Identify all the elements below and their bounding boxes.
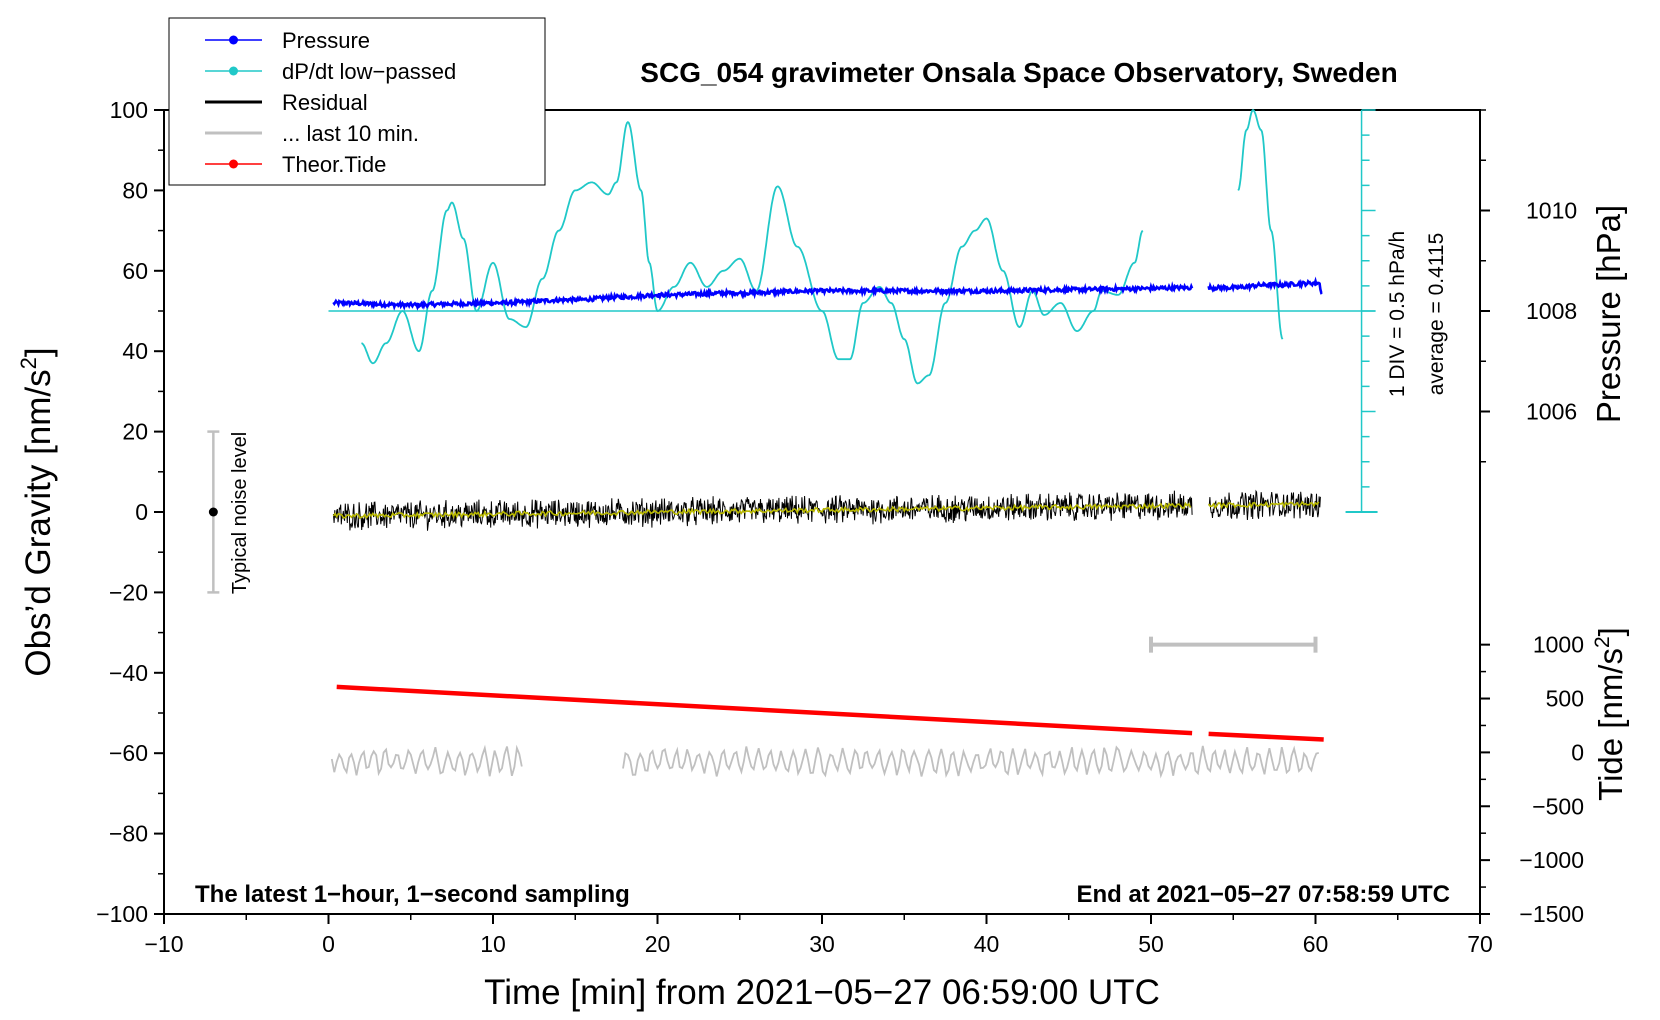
axis-ticks: −10 0 10 20 30 40 50 60 70100806040200−20−40−60−…	[96, 97, 1584, 957]
series-pressure-line	[332, 281, 1194, 312]
series-tide-line	[336, 684, 1193, 736]
y-tick-label: 60	[122, 258, 148, 284]
y-axis-label-left-text: Obs’d Gravity [nm/s	[19, 369, 58, 676]
data-series	[330, 108, 1324, 779]
series-dpdt-line	[361, 120, 1144, 385]
tide-tick-label: 1000	[1533, 632, 1584, 658]
x-tick-label: 70	[1467, 931, 1493, 957]
x-tick-label: 50	[1138, 931, 1164, 957]
pressure-tick-label: 1006	[1526, 399, 1577, 425]
y-axis-label-left-tail: ]	[19, 347, 58, 357]
dpdt-div-label: 1 DIV = 0.5 hPa/h	[1386, 231, 1409, 397]
y-tick-label: −80	[109, 821, 148, 847]
chart-title: SCG_054 gravimeter Onsala Space Observat…	[640, 57, 1397, 88]
tide-tick-label: −500	[1532, 793, 1584, 819]
x-tick-label: 40	[974, 931, 1000, 957]
y-axis-label-left-sup: 2	[16, 357, 41, 369]
tide-axis-label-tail: ]	[1592, 627, 1629, 636]
x-tick-label: 0	[322, 931, 335, 957]
tide-tick-label: −1500	[1519, 901, 1584, 927]
footer-left: The latest 1−hour, 1−second sampling	[195, 881, 630, 908]
legend-label: Pressure	[282, 28, 370, 53]
dpdt-average-label: average = 0.4115	[1425, 233, 1448, 396]
legend-box	[168, 17, 546, 186]
series-pressure-line	[1207, 276, 1323, 295]
pressure-tick-label: 1008	[1526, 298, 1577, 324]
x-tick-label: −10	[144, 931, 183, 957]
series-residual-smoothed-line	[332, 500, 1320, 520]
legend-swatch-marker	[229, 35, 238, 45]
legend-swatch-marker	[229, 159, 238, 169]
series-last10-line	[622, 745, 1320, 779]
legend-entries: Pressure dP/dt low−passed Residual ... last…	[205, 28, 456, 177]
x-axis-label: Time [min] from 2021−05−27 06:59:00 UTC	[484, 973, 1160, 1012]
legend-label: ... last 10 min.	[282, 121, 419, 146]
y-tick-label: −100	[96, 901, 148, 927]
series-dpdt-line	[1237, 108, 1284, 340]
y-tick-label: −60	[109, 740, 148, 766]
pressure-tick-label: 1010	[1526, 198, 1577, 224]
tide-tick-label: −1000	[1519, 847, 1584, 873]
x-tick-label: 30	[809, 931, 835, 957]
tide-axis-label-text: Tide [nm/s	[1592, 648, 1629, 801]
noise-level-label: Typical noise level	[229, 432, 251, 594]
legend-label: Residual	[282, 90, 368, 115]
x-tick-label: 60	[1303, 931, 1329, 957]
series-tide-line	[1208, 731, 1324, 742]
legend-swatch-marker	[229, 66, 238, 76]
x-tick-label: 20	[645, 931, 671, 957]
x-tick-label: 10	[480, 931, 506, 957]
legend-label: Theor.Tide	[282, 152, 386, 177]
y-tick-label: 80	[122, 177, 148, 203]
tide-tick-label: 0	[1571, 739, 1584, 765]
legend-label: dP/dt low−passed	[282, 59, 456, 84]
series-residual-line	[332, 489, 1321, 531]
y-axis-label-left: Obs’d Gravity [nm/s2]	[16, 347, 58, 676]
series-last10-line	[330, 744, 523, 777]
tide-axis-label-sup: 2	[1591, 636, 1614, 648]
y-tick-label: 40	[122, 338, 148, 364]
footer-right: End at 2021−05−27 07:58:59 UTC	[1076, 881, 1450, 908]
y-tick-label: 20	[122, 419, 148, 445]
tide-axis-label: Tide [nm/s2]	[1591, 627, 1629, 801]
pressure-axis-label: Pressure [hPa]	[1590, 205, 1627, 423]
y-tick-label: −40	[109, 660, 148, 686]
legend: Pressure dP/dt low−passed Residual ... last…	[168, 17, 546, 186]
y-tick-label: 100	[110, 97, 148, 123]
noise-bar-center-dot	[208, 507, 218, 517]
y-tick-label: 0	[135, 499, 148, 525]
y-tick-label: −20	[109, 579, 148, 605]
annotations	[207, 109, 1378, 653]
tide-tick-label: 500	[1546, 686, 1584, 712]
